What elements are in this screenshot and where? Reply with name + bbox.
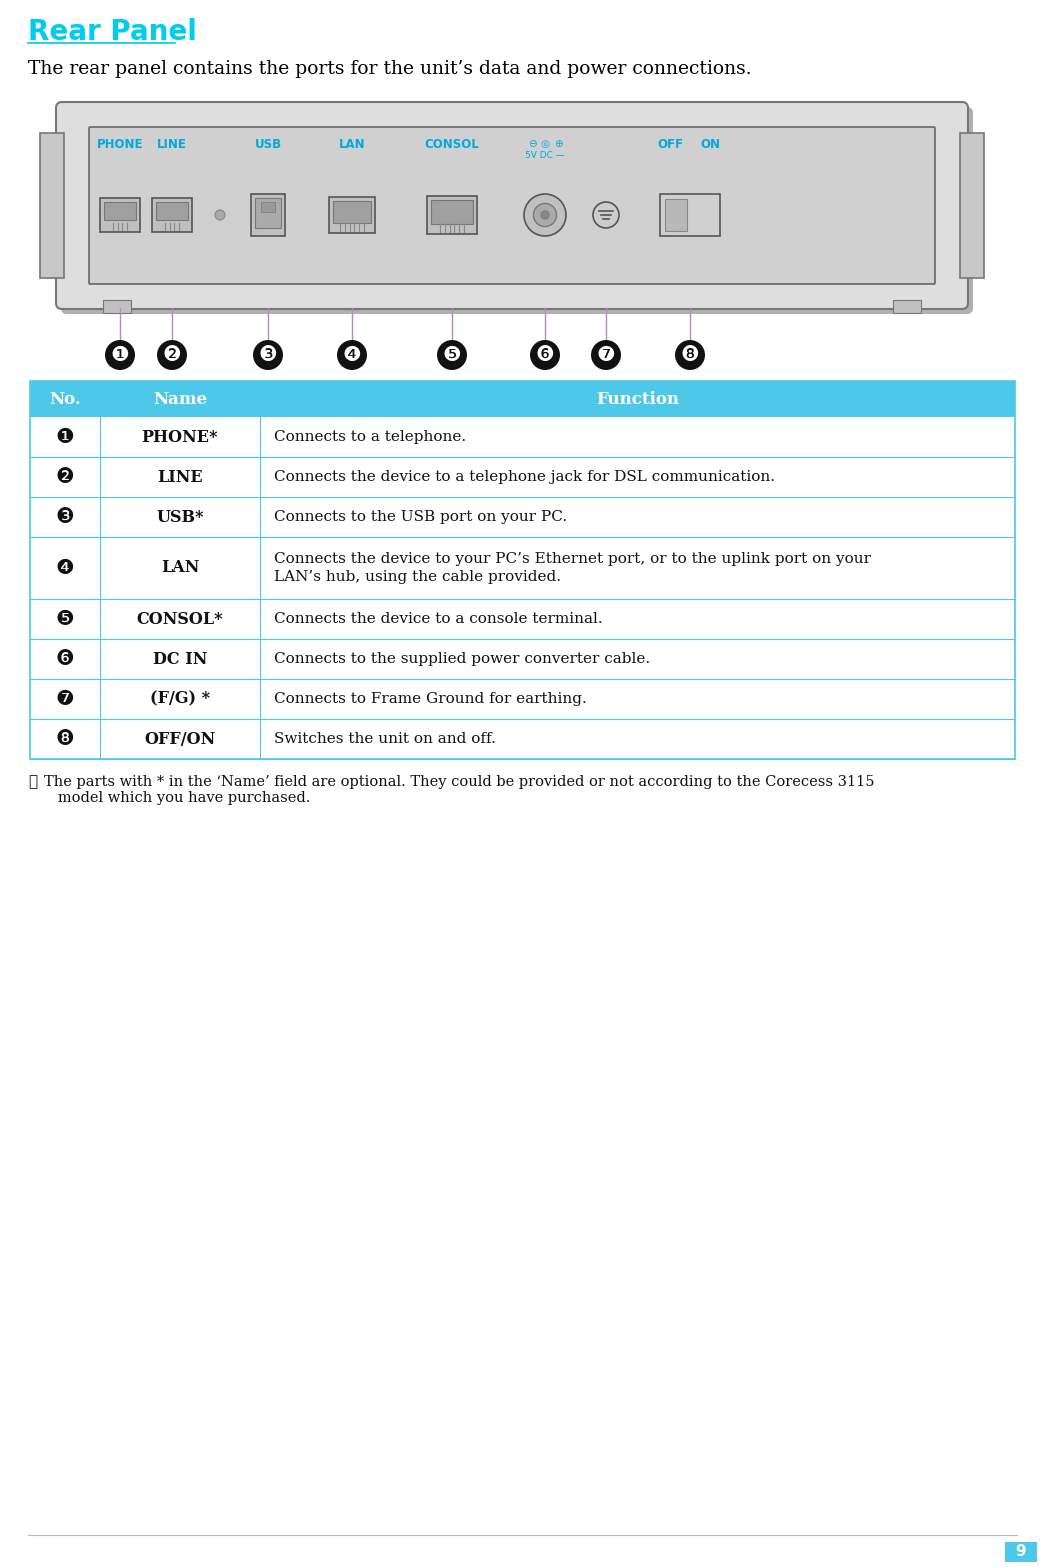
Circle shape [541, 212, 550, 219]
Bar [251, 194, 285, 237]
Text: ❷: ❷ [55, 467, 74, 487]
Circle shape [533, 204, 557, 227]
Bar [30, 458, 1015, 497]
Bar [152, 197, 192, 232]
Text: LINE: LINE [157, 138, 187, 150]
Text: CONSOL*: CONSOL* [137, 611, 224, 627]
Bar [40, 133, 64, 277]
Bar [30, 497, 1015, 537]
Text: Connects to the USB port on your PC.: Connects to the USB port on your PC. [274, 509, 567, 523]
Text: LINE: LINE [157, 469, 203, 486]
Bar [261, 202, 275, 212]
Text: ※: ※ [28, 776, 38, 790]
Text: The rear panel contains the ports for the unit’s data and power connections.: The rear panel contains the ports for th… [28, 60, 751, 78]
Bar [960, 133, 984, 277]
Text: Connects to a telephone.: Connects to a telephone. [274, 429, 466, 443]
Circle shape [253, 340, 283, 370]
Text: ❸: ❸ [55, 508, 74, 527]
Bar [30, 599, 1015, 639]
Bar [100, 197, 140, 232]
Text: PHONE: PHONE [97, 138, 143, 150]
Bar [665, 199, 687, 230]
FancyBboxPatch shape [89, 127, 935, 284]
Text: Switches the unit on and off.: Switches the unit on and off. [274, 732, 496, 746]
Circle shape [593, 202, 619, 229]
Text: Connects to the supplied power converter cable.: Connects to the supplied power converter… [274, 652, 650, 666]
Bar [30, 417, 1015, 458]
FancyBboxPatch shape [61, 107, 973, 313]
Text: ❺: ❺ [443, 345, 462, 365]
Text: PHONE*: PHONE* [142, 428, 218, 445]
Circle shape [524, 194, 566, 237]
Bar [427, 196, 477, 233]
Text: LAN’s hub, using the cable provided.: LAN’s hub, using the cable provided. [274, 570, 561, 584]
Text: ❶: ❶ [55, 426, 74, 447]
Circle shape [591, 340, 621, 370]
Text: ◎: ◎ [540, 139, 550, 149]
Text: DC IN: DC IN [153, 650, 207, 668]
Text: Connects the device to a telephone jack for DSL communication.: Connects the device to a telephone jack … [274, 470, 775, 484]
Bar [104, 202, 136, 219]
Circle shape [336, 340, 367, 370]
Text: Function: Function [596, 390, 679, 407]
Circle shape [675, 340, 705, 370]
Bar [30, 719, 1015, 758]
Text: 9: 9 [1016, 1545, 1026, 1559]
Bar [660, 194, 720, 237]
Text: ON: ON [700, 138, 720, 150]
FancyBboxPatch shape [56, 102, 968, 309]
Text: CONSOL: CONSOL [424, 138, 480, 150]
Bar [431, 201, 473, 224]
Circle shape [530, 340, 560, 370]
Text: ❹: ❹ [55, 558, 74, 578]
Bar [103, 299, 131, 313]
Circle shape [437, 340, 467, 370]
Text: LAN: LAN [339, 138, 366, 150]
Text: LAN: LAN [161, 559, 200, 577]
Text: Name: Name [153, 390, 207, 407]
Text: ❻: ❻ [536, 345, 555, 365]
Text: 5V DC —: 5V DC — [526, 150, 565, 160]
Bar [333, 201, 371, 223]
Text: ❼: ❼ [597, 345, 616, 365]
Circle shape [104, 340, 135, 370]
Text: ❷: ❷ [163, 345, 182, 365]
Bar [329, 197, 375, 233]
Bar [30, 537, 1015, 599]
Bar [30, 381, 1015, 758]
Bar [30, 679, 1015, 719]
Text: Rear Panel: Rear Panel [28, 17, 196, 45]
Text: ❽: ❽ [55, 729, 74, 749]
Bar [893, 299, 921, 313]
Text: ❼: ❼ [55, 689, 74, 708]
Bar [156, 202, 188, 219]
Text: USB: USB [254, 138, 281, 150]
Text: Connects to Frame Ground for earthing.: Connects to Frame Ground for earthing. [274, 693, 586, 707]
Text: ❶: ❶ [111, 345, 130, 365]
Text: ❽: ❽ [680, 345, 699, 365]
Bar [30, 381, 1015, 417]
Text: USB*: USB* [157, 509, 204, 525]
Text: ⊕: ⊕ [554, 139, 562, 149]
Text: ❸: ❸ [258, 345, 277, 365]
Text: The parts with * in the ‘Name’ field are optional. They could be provided or not: The parts with * in the ‘Name’ field are… [44, 776, 875, 805]
Text: ❻: ❻ [55, 649, 74, 669]
Text: (F/G) *: (F/G) * [149, 691, 210, 707]
Circle shape [157, 340, 187, 370]
Circle shape [215, 210, 225, 219]
Text: OFF: OFF [657, 138, 683, 150]
Text: ❺: ❺ [55, 610, 74, 628]
Bar [255, 197, 281, 229]
Text: Connects the device to your PC’s Ethernet port, or to the uplink port on your: Connects the device to your PC’s Etherne… [274, 552, 870, 566]
Text: No.: No. [49, 390, 80, 407]
Text: Connects the device to a console terminal.: Connects the device to a console termina… [274, 613, 603, 625]
Text: OFF/ON: OFF/ON [144, 730, 215, 747]
Bar [1005, 1542, 1037, 1562]
Text: ❹: ❹ [343, 345, 362, 365]
Text: ⊖: ⊖ [528, 139, 536, 149]
Bar [30, 639, 1015, 679]
